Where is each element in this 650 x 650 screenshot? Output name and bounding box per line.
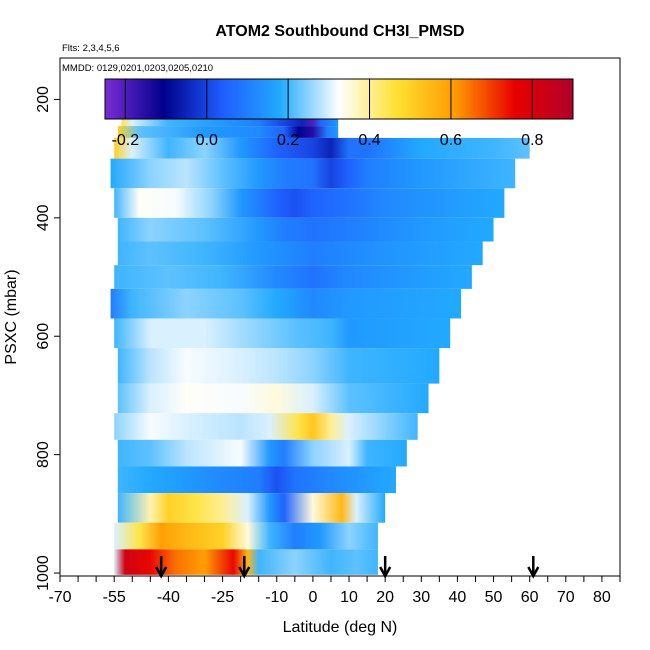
y-tick-label: 1000 [35,555,52,591]
curtain-band [117,439,407,467]
curtain-band [114,188,505,218]
profile-arrowhead [238,566,251,579]
x-tick-label: -55 [103,589,126,606]
x-axis-label: Latitude (deg N) [283,619,398,636]
x-tick-label: 40 [449,589,467,606]
x-tick-label: -70 [48,589,71,606]
curtain-band [114,413,418,440]
curtain-band [117,383,429,414]
colorbar-tick-label: -0.2 [112,132,140,149]
curtain-band [114,318,451,349]
colorbar-tick-label: 0.2 [277,132,299,149]
colorbar-tick-label: 0.8 [521,132,543,149]
colorbar-fill [104,78,574,120]
curtain-band [110,158,516,189]
x-tick-label: 10 [340,589,358,606]
flights-annotation: Flts: 2,3,4,5,6 [62,43,120,54]
x-tick-label: -25 [211,589,234,606]
curtain-band [117,348,440,384]
profile-arrowhead [527,566,540,579]
colorbar: -0.2 0.0 0.2 0.4 0.6 0.8 [104,78,574,149]
profile-arrowhead [155,566,168,579]
curtain-band [117,466,396,494]
curtain-layer [110,81,530,575]
curtain-band [117,493,386,523]
x-tick-label: -40 [157,589,180,606]
x-tick-label: 70 [557,589,575,606]
y-tick-label: 600 [35,323,52,350]
x-axis: -70 -55 -40 -25 -10 0 10 20 30 40 50 60 70 80 [48,576,621,606]
curtain-band [114,265,472,289]
profile-markers [155,556,540,579]
x-tick-label: 20 [376,589,394,606]
x-tick-label: -10 [265,589,288,606]
profile-arrowhead [379,566,392,579]
curtain-band [114,137,530,159]
y-tick-label: 800 [35,441,52,468]
colorbar-tick-label: 0.6 [440,132,462,149]
x-tick-label: 0 [308,589,317,606]
x-tick-label: 80 [593,589,611,606]
x-tick-label: 60 [521,589,539,606]
curtain-band [114,522,378,550]
colorbar-tick-label: 0.0 [196,132,218,149]
dates-annotation: MMDD: 0129,0201,0203,0205,0210 [62,63,213,74]
curtain-band [117,126,339,138]
y-tick-label: 200 [35,86,52,113]
curtain-band [117,241,483,266]
y-axis-label: PSXC (mbar) [3,269,20,364]
x-tick-label: 50 [485,589,503,606]
curtain-band [110,288,462,319]
plot-frame [59,57,621,577]
x-tick-label: 30 [412,589,430,606]
curtain-band [117,217,494,242]
chart-title: ATOM2 Southbound CH3I_PMSD [215,23,464,40]
y-tick-label: 400 [35,204,52,231]
y-axis: 200 400 600 800 1000 [35,86,60,591]
colorbar-tick-label: 0.4 [358,132,380,149]
